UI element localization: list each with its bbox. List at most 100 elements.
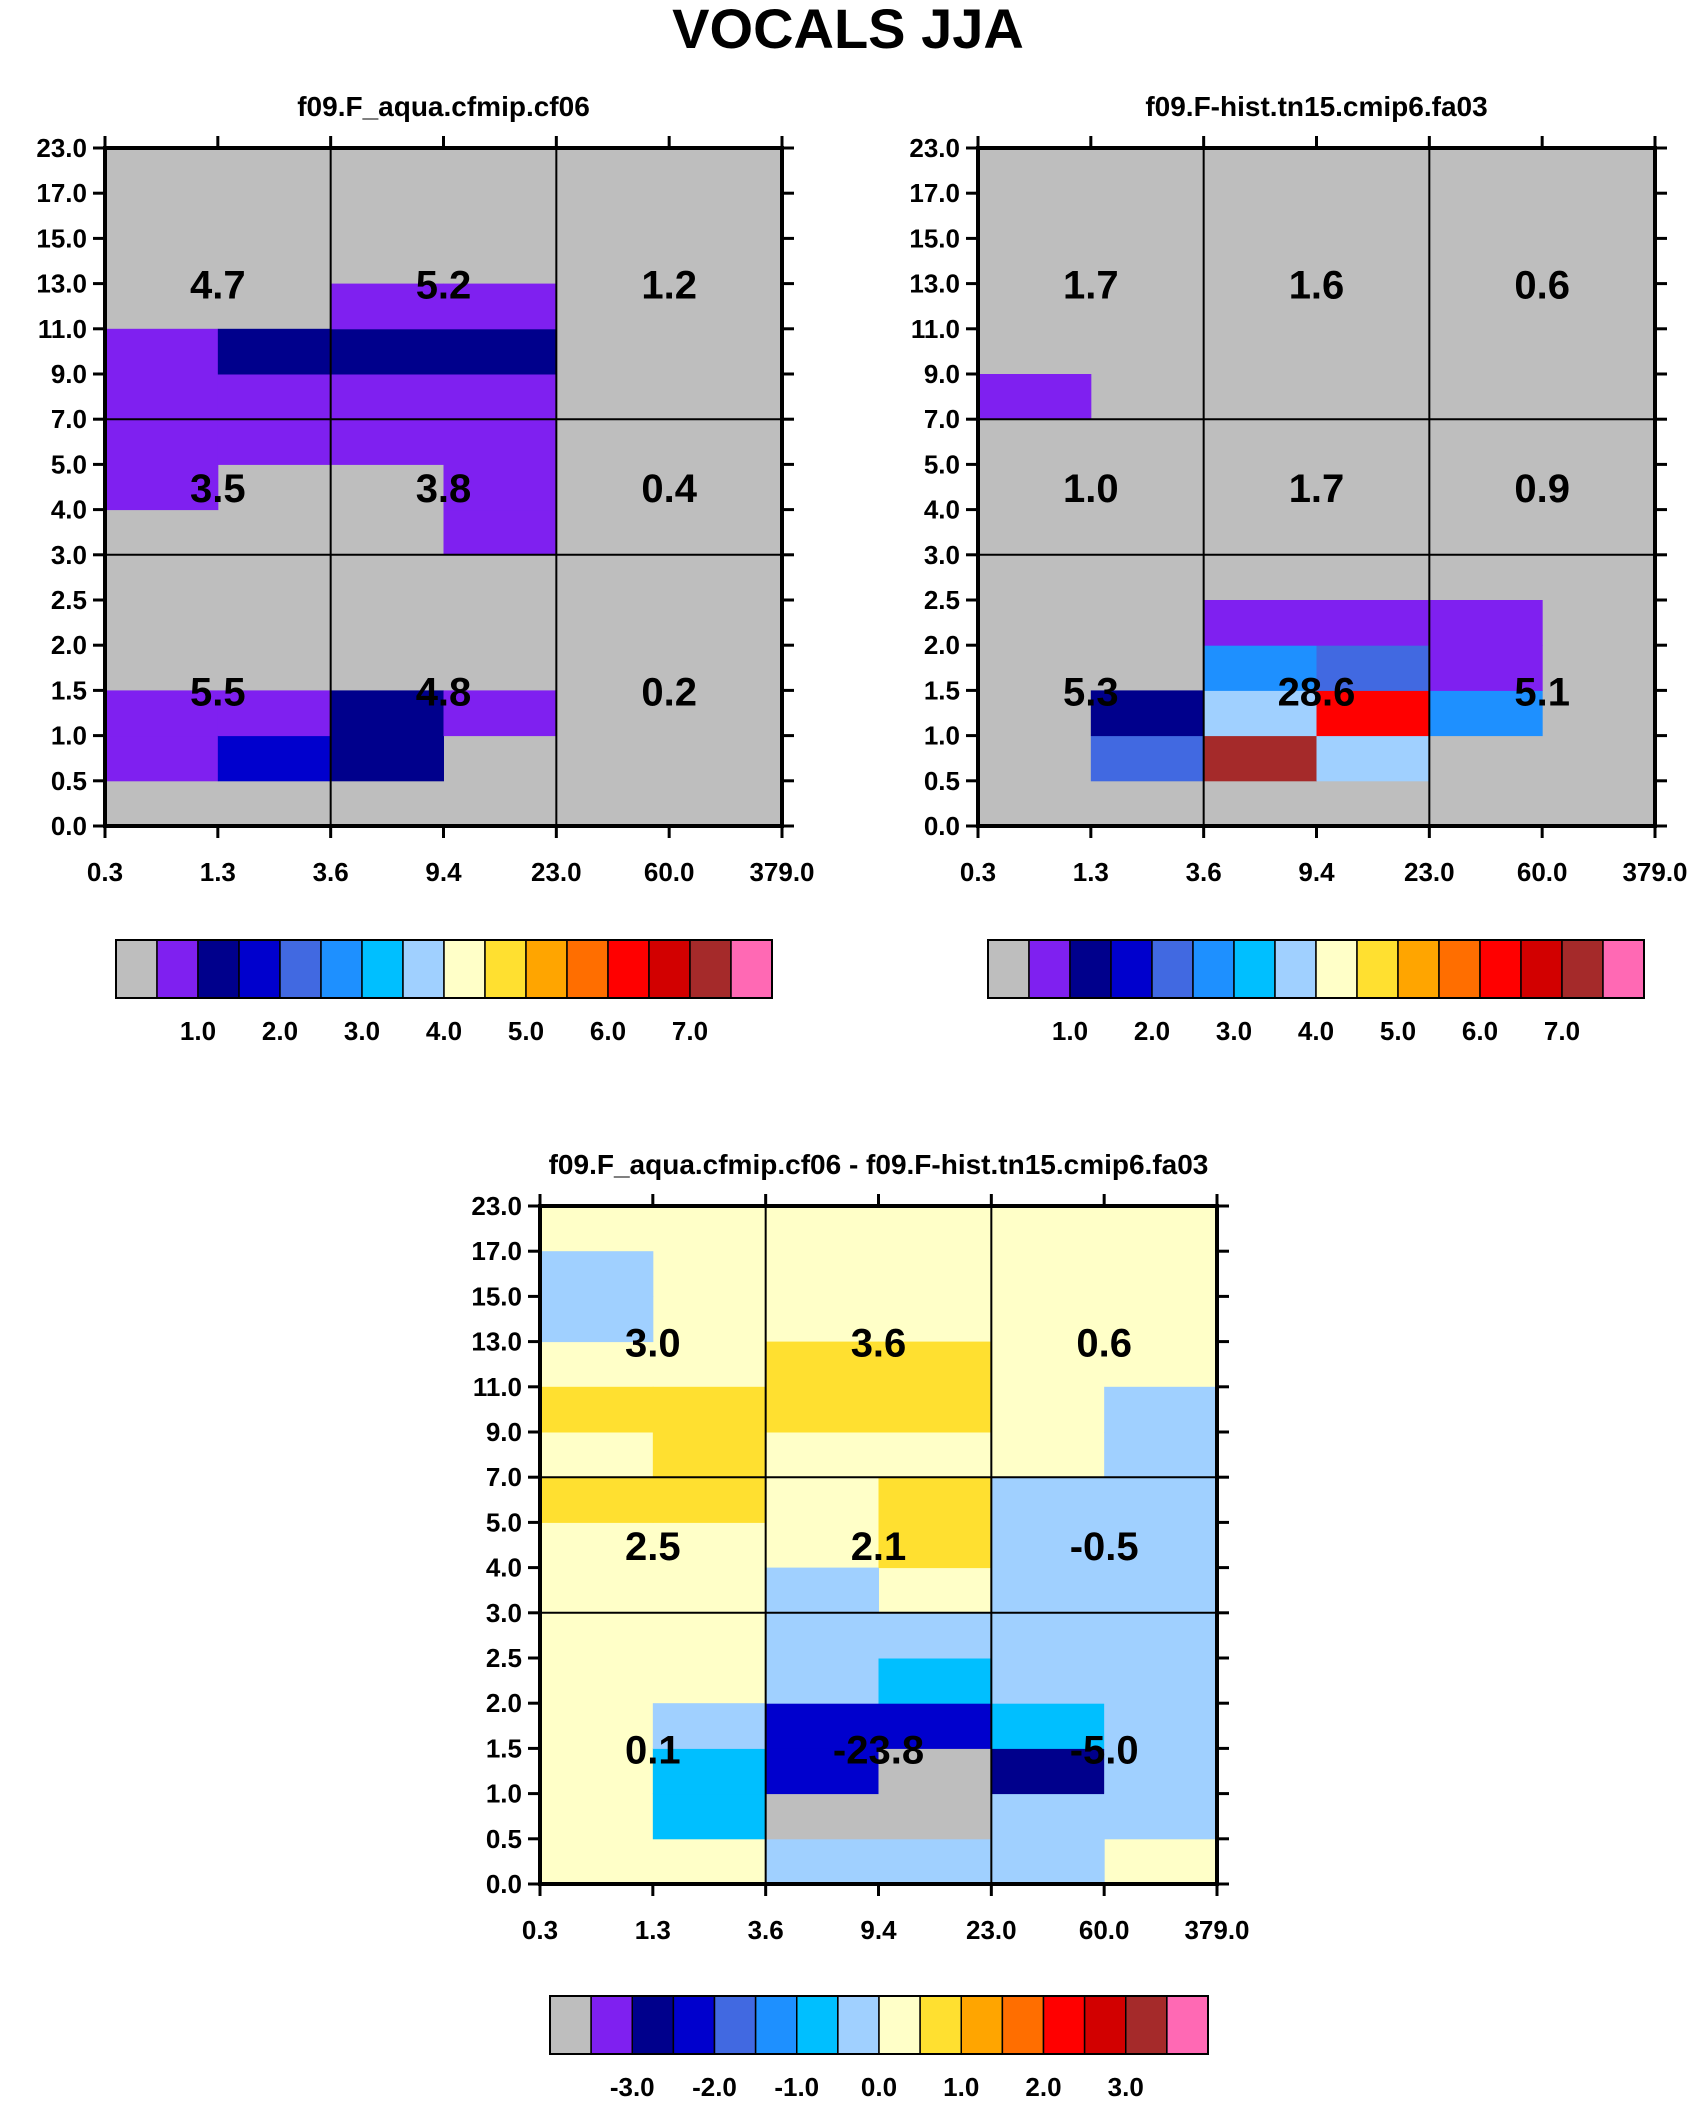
colorbar-label: -2.0 xyxy=(692,2072,737,2102)
colorbar-swatch xyxy=(402,939,445,999)
heatmap-cell xyxy=(330,690,444,737)
region-value-label: 3.6 xyxy=(851,1322,907,1366)
colorbar-label: -3.0 xyxy=(610,2072,655,2102)
region-value-label: 0.2 xyxy=(641,670,697,714)
colorbar-label: 1.0 xyxy=(1052,1016,1088,1046)
heatmap-cell xyxy=(1104,1386,1218,1433)
y-tick-label: 3.0 xyxy=(486,1598,522,1628)
heatmap-cell xyxy=(878,1522,992,1569)
x-tick-label: 9.4 xyxy=(860,1915,897,1945)
heatmap-cell xyxy=(978,374,1092,420)
colorbar-swatch xyxy=(1356,939,1399,999)
heatmap-cell xyxy=(765,1612,879,1659)
colorbar-swatch xyxy=(1479,939,1522,999)
region-value-label: 0.4 xyxy=(641,467,697,511)
y-tick-label: 0.5 xyxy=(51,766,87,796)
x-tick-label: 60.0 xyxy=(1079,1915,1130,1945)
y-tick-label: 15.0 xyxy=(36,223,87,253)
y-tick-label: 0.0 xyxy=(924,811,960,841)
heatmap-cell xyxy=(878,1793,992,1840)
heatmap-cell xyxy=(1316,690,1430,737)
heatmap-cell xyxy=(443,419,557,465)
colorbar-swatch xyxy=(672,1995,716,2055)
panel-title: f09.F_aqua.cfmip.cf06 - f09.F-hist.tn15.… xyxy=(549,1149,1209,1180)
heatmap-cell xyxy=(652,1748,767,1795)
colorbar-label: -1.0 xyxy=(774,2072,819,2102)
x-tick-label: 60.0 xyxy=(644,857,695,887)
colorbar-label: 4.0 xyxy=(426,1016,462,1046)
heatmap-cell xyxy=(443,328,557,375)
colorbar-frame xyxy=(115,939,773,999)
colorbar-swatch xyxy=(115,939,158,999)
heatmap-cell xyxy=(878,1748,992,1795)
y-tick-label: 4.0 xyxy=(924,495,960,525)
colorbar-swatch xyxy=(754,1995,798,2055)
heatmap-cell xyxy=(217,374,332,420)
colorbar-swatch xyxy=(197,939,240,999)
heatmap-cell xyxy=(330,735,444,782)
heatmap-cell xyxy=(105,735,219,782)
colorbar-swatch xyxy=(730,939,773,999)
colorbar-label: 3.0 xyxy=(344,1016,380,1046)
x-tick-label: 60.0 xyxy=(1517,857,1568,887)
heatmap-cell xyxy=(765,1748,879,1795)
y-tick-label: 2.0 xyxy=(924,630,960,660)
colorbar-label: 6.0 xyxy=(1462,1016,1498,1046)
x-tick-label: 3.6 xyxy=(313,857,349,887)
heatmap-cell xyxy=(1104,1703,1218,1749)
colorbar-label: 6.0 xyxy=(590,1016,626,1046)
colorbar-label: 1.0 xyxy=(180,1016,216,1046)
colorbar-swatch xyxy=(1233,939,1276,999)
heatmap-cell xyxy=(1104,1748,1218,1795)
panel-bottom-difference: f09.F_aqua.cfmip.cf06 - f09.F-hist.tn15.… xyxy=(471,1149,1249,2102)
heatmap-cell xyxy=(765,1793,879,1840)
colorbar-swatch xyxy=(279,939,322,999)
y-tick-label: 7.0 xyxy=(486,1462,522,1492)
heatmap-cell xyxy=(540,1386,654,1433)
colorbar-swatch xyxy=(525,939,568,999)
heatmap-cell xyxy=(105,464,219,511)
colorbar-swatch xyxy=(1397,939,1440,999)
colorbar-label: 2.0 xyxy=(1134,1016,1170,1046)
heatmap-cell xyxy=(991,1612,1105,1659)
colorbar-swatch xyxy=(607,939,650,999)
colorbar-swatch xyxy=(713,1995,757,2055)
y-tick-label: 11.0 xyxy=(473,1372,522,1402)
colorbar-swatch xyxy=(1125,1995,1168,2055)
region-value-label: 4.8 xyxy=(416,670,472,714)
region-value-label: 5.1 xyxy=(1514,670,1570,714)
colorbar-swatch xyxy=(1110,939,1153,999)
colorbar-label: 2.0 xyxy=(1025,2072,1061,2102)
heatmap-cell xyxy=(330,283,444,330)
colorbar-swatch xyxy=(878,1995,921,2055)
y-tick-label: 0.0 xyxy=(486,1869,522,1899)
colorbar-swatch xyxy=(549,1995,592,2055)
heatmap-cell xyxy=(765,1341,879,1388)
heatmap-cell xyxy=(1104,1477,1218,1523)
y-tick-label: 11.0 xyxy=(911,314,960,344)
heatmap-cell xyxy=(765,1386,879,1433)
heatmap-cell xyxy=(105,419,219,465)
y-tick-label: 23.0 xyxy=(909,133,960,163)
heatmap-cell xyxy=(991,1522,1105,1569)
heatmap-cell xyxy=(443,690,557,737)
colorbar-swatch xyxy=(320,939,363,999)
colorbar-swatch xyxy=(1315,939,1358,999)
heatmap-cell xyxy=(105,690,219,737)
x-tick-label: 1.3 xyxy=(635,1915,671,1945)
panel-top-right: f09.F-hist.tn15.cmip6.fa03 0.0 0.5 1.0 1.5 2.… xyxy=(909,91,1687,1046)
heatmap-cell xyxy=(1203,690,1317,737)
y-tick-label: 1.0 xyxy=(51,721,87,751)
region-value-label: 4.7 xyxy=(190,264,246,308)
heatmap-cell xyxy=(878,1838,992,1885)
x-tick-label: 379.0 xyxy=(1622,857,1687,887)
heatmap-cell xyxy=(1104,1793,1218,1840)
heatmap-cell xyxy=(1429,645,1543,691)
y-tick-label: 1.5 xyxy=(51,675,87,705)
heatmap-cell xyxy=(330,328,444,375)
heatmap-cell xyxy=(217,735,332,782)
colorbar-label: 0.0 xyxy=(861,2072,897,2102)
colorbar-swatch xyxy=(1602,939,1645,999)
x-tick-label: 3.6 xyxy=(1186,857,1222,887)
